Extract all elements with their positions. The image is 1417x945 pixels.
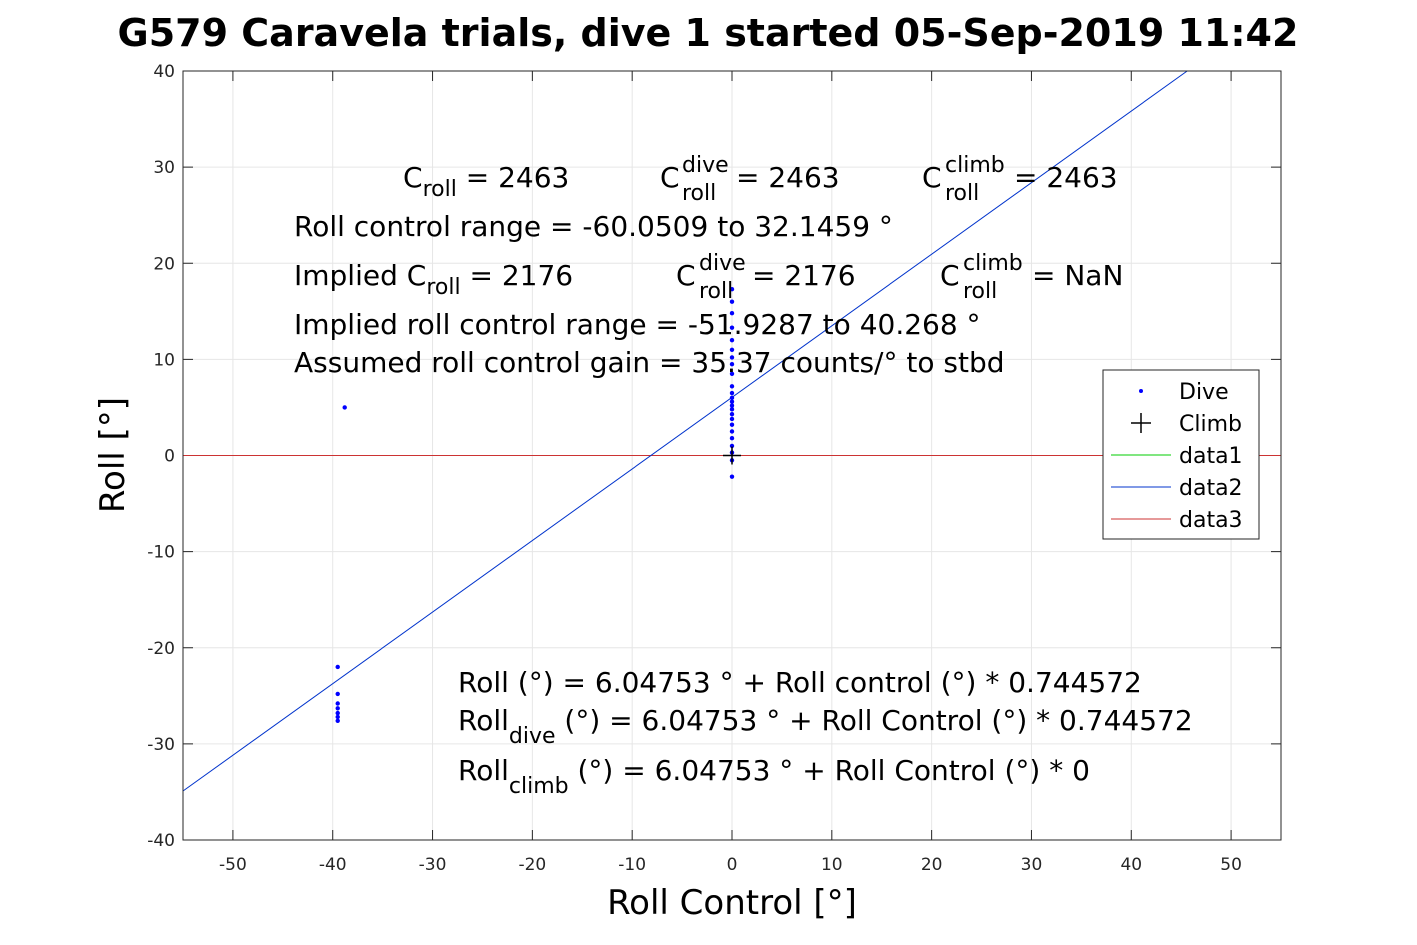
climb-points [723,446,741,465]
x-tick-label: 40 [1120,855,1142,875]
dive-point [729,337,735,343]
dive-point [729,287,735,292]
y-tick-label: 40 [153,62,175,82]
dive-point [335,664,340,670]
data2-line [182,70,1188,792]
annotation-fit-dive: Rolldive (°) = 6.04753 ° + Roll Control … [458,704,1193,749]
x-tick-label: 20 [921,855,943,875]
dive-point [729,384,735,389]
dive-point [729,474,735,479]
y-tick-label: 10 [153,350,175,370]
y-tick-label: -10 [147,543,175,563]
x-axis-label: Roll Control [°] [607,883,857,923]
dive-point [335,710,340,716]
dive-point [335,691,340,697]
dive-point [729,435,735,441]
annotation-c-roll-dive-sub: roll [682,181,716,206]
y-tick-label: 0 [164,447,175,467]
legend: Dive Climb data1 data2 data3 [1102,369,1260,540]
annotation-implied-c-roll-climb-sub: roll [963,279,997,304]
legend-dive-marker [1139,389,1143,393]
annotation-implied-c-roll-climb: C [940,259,960,292]
annotation-implied-range: Implied roll control range = -51.9287 to… [294,308,981,341]
x-tick-label: -30 [419,855,447,875]
dive-point [729,395,735,401]
annotation-c-roll-climb-sup: climb [945,153,1005,178]
dive-point [729,403,735,408]
y-tick-label: 20 [153,254,175,274]
annotation-implied-c-roll-dive-sup: dive [699,251,746,276]
annotation-c-roll-dive-sup: dive [682,153,729,178]
dive-point [729,443,735,449]
dive-point [729,416,735,422]
annotation-fit-climb: Rollclimb (°) = 6.04753 ° + Roll Control… [458,754,1090,799]
dive-point [335,706,340,711]
annotation-range: Roll control range = -60.0509 to 32.1459… [294,210,893,243]
dive-point [729,429,735,434]
dive-point [729,407,735,412]
x-tick-label: -40 [319,855,347,875]
dive-point [729,347,735,352]
dive-point [335,718,340,724]
dive-point [729,399,735,404]
y-tick-label: -30 [147,735,175,755]
dive-point [729,371,735,376]
legend-data2-label: data2 [1179,476,1243,501]
x-tick-label: 0 [727,855,738,875]
dive-point [335,714,340,720]
annotation-implied-c-roll-climb-sup: climb [963,251,1023,276]
dive-point [729,311,735,316]
annotation-c-roll-climb-value: = 2463 [1014,161,1118,194]
y-axis-ticks: -40 -30 -20 -10 0 10 20 30 40 [147,62,1281,851]
legend-dive-label: Dive [1179,380,1229,405]
dive-point [729,299,735,304]
legend-data3-label: data3 [1179,508,1243,533]
dive-point [729,411,735,417]
y-tick-label: -40 [147,831,175,851]
dive-point [729,355,735,360]
annotation-c-roll-climb-sub: roll [945,181,979,206]
y-axis-label: Roll [°] [93,397,133,513]
dive-points [335,287,735,724]
x-tick-label: -10 [618,855,646,875]
annotation-implied-c-roll-dive: C [676,259,696,292]
annotation-c-roll-dive-value: = 2463 [736,161,840,194]
dive-point [729,361,735,367]
axes-box [182,70,1282,841]
annotation-implied-c-roll-dive-value: = 2176 [752,259,856,292]
annotation-fit: Roll (°) = 6.04753 ° + Roll control (°) … [458,666,1142,699]
annotation-c-roll: Croll = 2463 [403,161,569,202]
x-tick-label: 10 [821,855,843,875]
y-tick-label: 30 [153,158,175,178]
x-axis-ticks: -50 -40 -30 -20 -10 0 10 20 30 40 50 [219,71,1242,875]
annotation-c-roll-climb: C [922,161,942,194]
annotation-implied-c-roll: Implied Croll = 2176 [294,259,573,300]
chart-title: G579 Caravela trials, dive 1 started 05-… [118,11,1299,55]
annotation-implied-c-roll-climb-value: = NaN [1032,259,1123,292]
x-tick-label: 30 [1021,855,1043,875]
annotation-c-roll-dive: C [660,161,680,194]
legend-data1-label: data1 [1179,444,1243,469]
dive-point [729,325,735,330]
dive-point [342,405,347,410]
y-tick-label: -20 [147,639,175,659]
dive-point [729,390,735,396]
annotation-gain: Assumed roll control gain = 35.37 counts… [294,346,1005,379]
x-tick-label: 50 [1220,855,1242,875]
dive-point [335,701,340,706]
dive-point [729,422,735,427]
legend-climb-label: Climb [1179,412,1242,437]
x-tick-label: -20 [518,855,546,875]
annotation-implied-c-roll-dive-sub: roll [699,279,733,304]
x-tick-label: -50 [219,855,247,875]
